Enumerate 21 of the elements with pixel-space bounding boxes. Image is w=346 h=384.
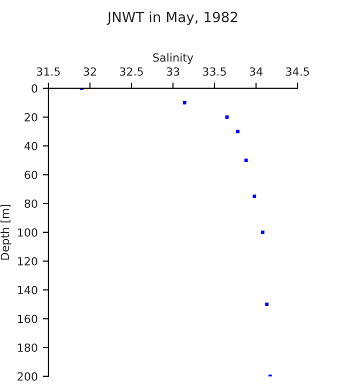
y-tick-label: 60 (24, 170, 38, 180)
x-axis-title: Salinity (153, 53, 194, 64)
x-tick-label: 34 (250, 67, 262, 76)
y-tick-label: 80 (24, 199, 38, 208)
y-tick-label: 0 (32, 84, 38, 93)
x-tick-label: 32 (84, 67, 96, 76)
y-tick-label: 120 (18, 257, 38, 266)
y-tick-label: 200 (18, 372, 38, 381)
y-axis-title: Depth [m] (0, 204, 12, 260)
y-tick-label: 40 (24, 142, 38, 150)
y-tick-label: 140 (18, 286, 38, 294)
x-tick-label: 34.5 (286, 67, 309, 76)
y-tick-label: 180 (18, 343, 38, 352)
y-tick-label: 100 (18, 228, 38, 237)
x-tick-label: 31.5 (36, 67, 60, 76)
x-tick-label: 33.5 (202, 67, 226, 76)
y-tick-label: 160 (18, 314, 38, 324)
x-tick-label: 32.5 (120, 67, 143, 76)
chart-title: JNWT in May, 1982 (106, 12, 238, 25)
y-tick-label: 20 (24, 113, 38, 122)
x-tick-label: 33 (166, 67, 180, 76)
